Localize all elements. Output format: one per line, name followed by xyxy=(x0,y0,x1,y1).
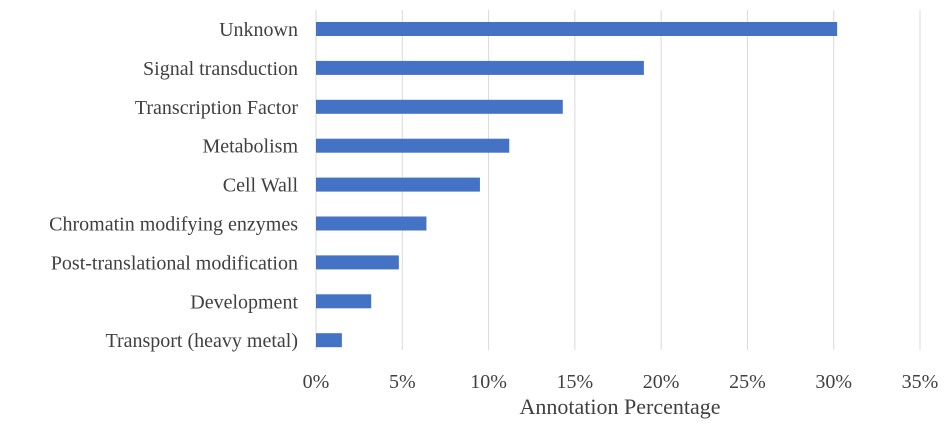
x-tick-label: 35% xyxy=(902,371,939,393)
category-label: Chromatin modifying enzymes xyxy=(49,214,298,236)
bar xyxy=(316,60,644,75)
bar xyxy=(316,294,372,309)
bar xyxy=(316,138,510,153)
category-labels: Unknown Signal transduction Transcription … xyxy=(49,19,298,352)
category-label: Transport (heavy metal) xyxy=(105,330,298,352)
category-label: Cell Wall xyxy=(223,175,299,197)
bar xyxy=(316,333,342,348)
x-tick-label: 20% xyxy=(643,371,680,393)
x-tick-label: 0% xyxy=(303,371,330,393)
category-label: Unknown xyxy=(219,19,298,41)
x-tick-label: 30% xyxy=(815,371,852,393)
category-label: Post-translational modification xyxy=(51,252,298,274)
category-label: Signal transduction xyxy=(143,58,298,80)
bar xyxy=(316,216,427,231)
category-label: Development xyxy=(190,291,298,313)
category-label: Metabolism xyxy=(202,136,298,158)
x-tick-label: 10% xyxy=(470,371,507,393)
bars xyxy=(316,22,838,348)
x-tick-label: 25% xyxy=(729,371,766,393)
x-tick-labels: 0% 5% 10% 15% 20% 25% 30% 35% xyxy=(303,371,939,393)
bar xyxy=(316,255,399,270)
x-axis-title: Annotation Percentage xyxy=(520,394,721,419)
x-tick-label: 5% xyxy=(389,371,416,393)
category-label: Transcription Factor xyxy=(135,97,298,119)
x-tick-label: 15% xyxy=(557,371,594,393)
bar xyxy=(316,177,480,192)
bar xyxy=(316,99,563,114)
bar xyxy=(316,22,838,36)
